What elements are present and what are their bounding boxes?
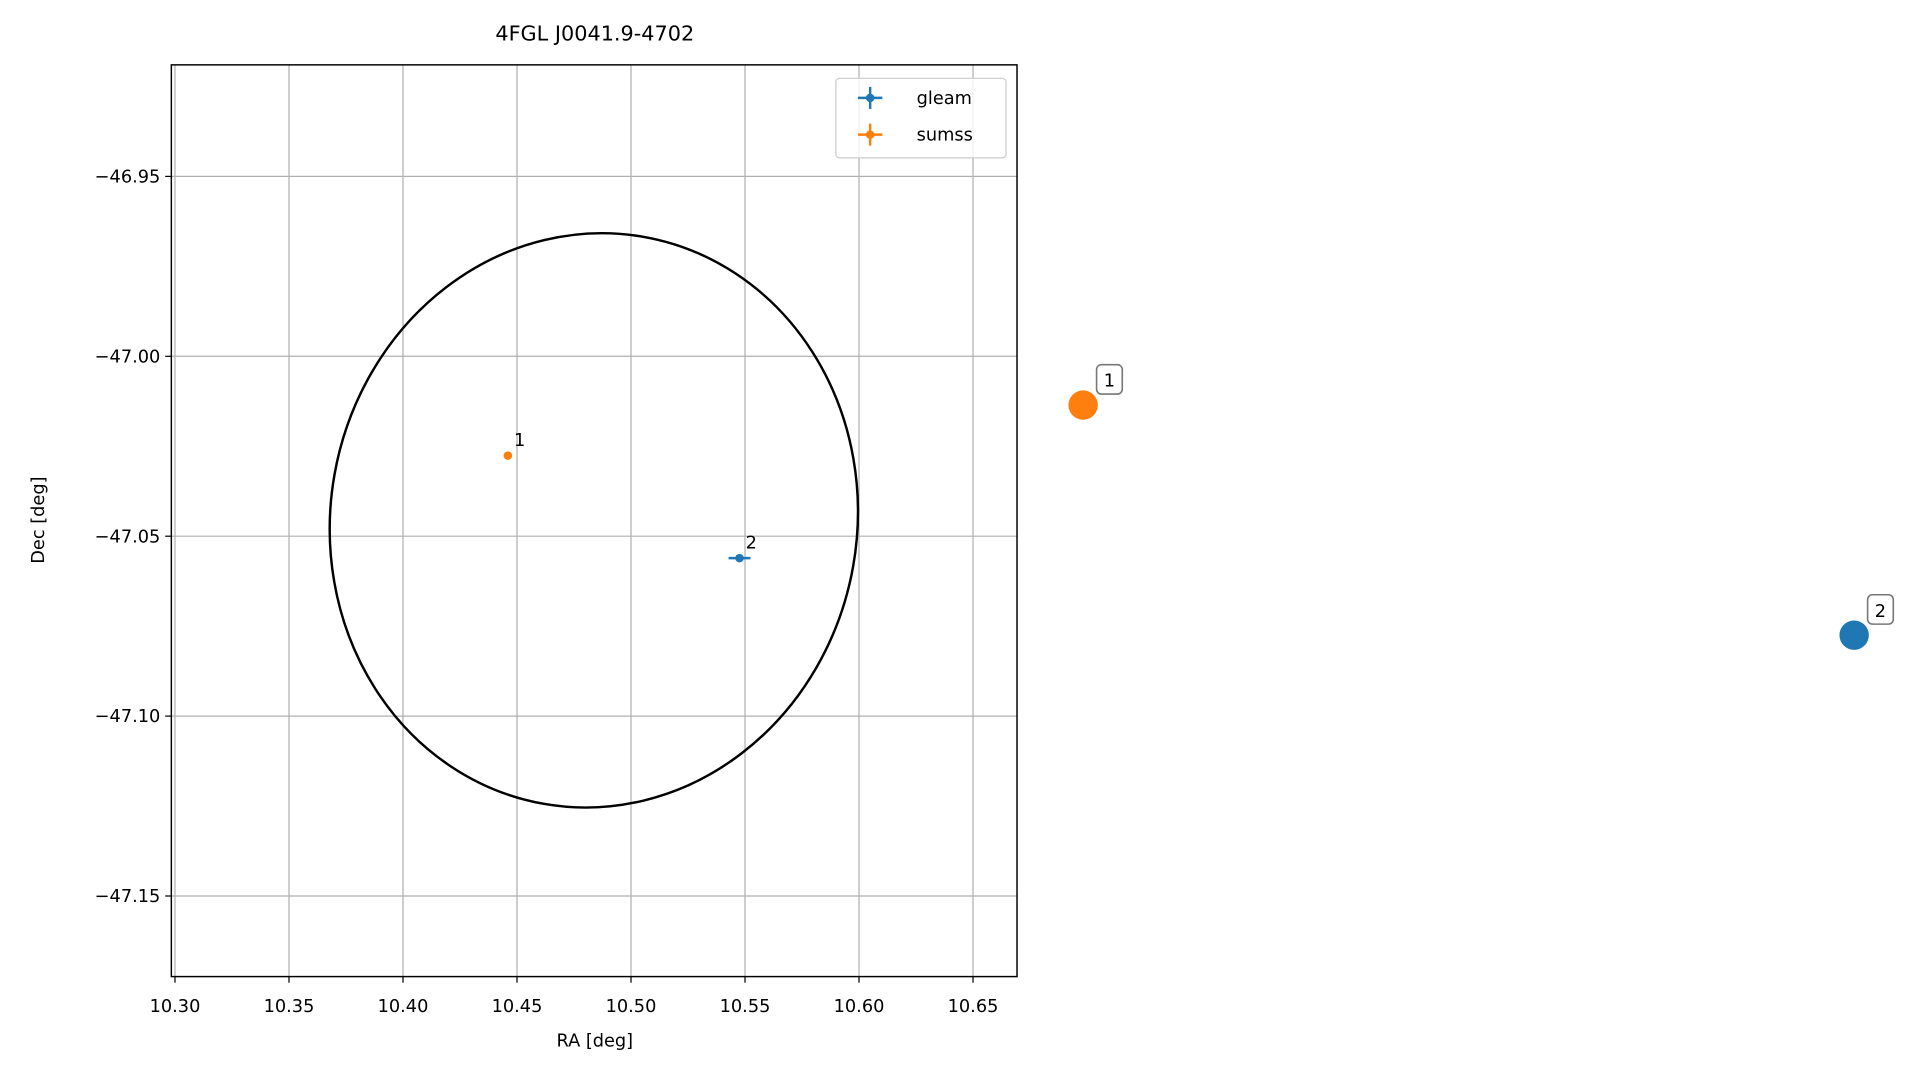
side-marker: [1068, 390, 1098, 420]
y-tick-label: −47.10: [95, 707, 161, 727]
legend-symbol: [865, 130, 875, 139]
x-tick-label: 10.40: [378, 997, 429, 1017]
y-axis-label: Dec [deg]: [29, 477, 49, 564]
side-label: 1: [1104, 372, 1115, 392]
y-tick-label: −47.15: [95, 887, 161, 907]
legend-label: gleam: [917, 89, 972, 109]
side-label-box: [1095, 363, 1124, 395]
legend-symbol: [865, 93, 875, 103]
side-label-box: [1866, 593, 1895, 625]
point: [503, 451, 513, 460]
axes-frame: [170, 64, 1018, 978]
legend-label: sumss: [917, 126, 973, 146]
x-tick-label: 10.35: [264, 997, 315, 1017]
x-tick-label: 10.60: [834, 997, 885, 1017]
chart-title: 4FGL J0041.9-4702: [495, 21, 694, 45]
x-axis-label: RA [deg]: [556, 1031, 633, 1051]
x-tick-label: 10.45: [492, 997, 543, 1017]
y-tick-label: −47.05: [95, 527, 161, 547]
y-tick-label: −46.95: [95, 168, 161, 188]
x-tick-label: 10.30: [150, 997, 201, 1017]
point-label: 2: [746, 533, 757, 553]
error-ellipse: [328, 232, 860, 809]
side-marker: [1839, 620, 1869, 650]
side-label: 2: [1875, 602, 1886, 622]
point: [735, 553, 744, 563]
x-tick-label: 10.55: [720, 997, 771, 1017]
x-tick-label: 10.50: [606, 997, 657, 1017]
point-label: 1: [514, 431, 525, 451]
y-tick-label: −47.00: [95, 347, 161, 367]
x-tick-label: 10.65: [948, 997, 999, 1017]
